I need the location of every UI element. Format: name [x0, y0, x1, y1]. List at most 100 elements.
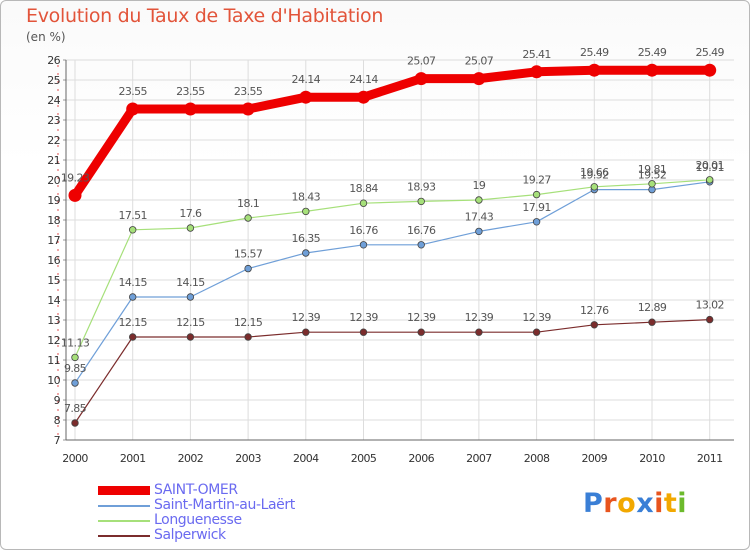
data-point-saint-martin-au-laert — [128, 293, 137, 301]
data-label-salperwick: 12.39 — [407, 311, 436, 324]
data-label-saint-martin-au-laert: 9.85 — [64, 362, 87, 375]
data-point-salperwick — [359, 328, 368, 336]
data-label-saint-omer: 25.49 — [638, 46, 667, 59]
data-point-longuenesse — [417, 197, 425, 206]
y-tick-label: 13 — [47, 314, 60, 327]
y-tick-label: 18 — [47, 214, 60, 227]
data-label-saint-martin-au-laert: 14.15 — [176, 276, 205, 289]
data-point-salperwick — [590, 321, 598, 329]
y-tick-label: 12 — [47, 334, 60, 347]
data-point-saint-omer — [299, 90, 313, 104]
legend-label-saint-omer: SAINT-OMER — [154, 482, 238, 498]
logo-letter: i — [677, 488, 688, 519]
logo-letter: i — [654, 488, 664, 519]
data-label-longuenesse: 19.81 — [638, 163, 667, 176]
y-tick-label: 8 — [54, 414, 61, 427]
data-label-salperwick: 12.15 — [234, 316, 263, 329]
data-label-salperwick: 12.15 — [176, 316, 205, 329]
data-label-saint-omer: 25.49 — [580, 46, 609, 59]
data-label-saint-martin-au-laert: 14.15 — [118, 276, 147, 289]
data-point-saint-omer — [241, 102, 255, 116]
data-label-longuenesse: 18.43 — [292, 190, 321, 203]
data-point-longuenesse — [359, 199, 368, 207]
x-axis-ticks: 2000 2001 2002 2003 2004 2005 2006 2007 2008 2009… — [62, 452, 723, 465]
y-tick-label: 17 — [47, 234, 60, 247]
data-label-saint-omer: 23.55 — [234, 85, 263, 98]
data-labels: 19.23 23.55 23.55 23.55 24.14 24.14 25.07 25.07… — [61, 46, 725, 415]
data-point-salperwick — [244, 333, 252, 341]
y-tick-label: 21 — [47, 154, 60, 167]
legend-swatch-saint-omer — [98, 486, 150, 495]
series-line-salperwick — [74, 319, 711, 424]
data-label-salperwick: 12.39 — [292, 311, 321, 324]
data-label-saint-martin-au-laert: 16.76 — [407, 224, 436, 237]
data-point-longuenesse — [706, 176, 714, 184]
data-point-saint-martin-au-laert — [532, 218, 541, 226]
legend-item-saint-omer: SAINT-OMER — [98, 482, 328, 498]
grid-lines — [66, 59, 734, 441]
data-label-longuenesse: 17.6 — [179, 207, 202, 220]
x-tick-label: 2004 — [293, 452, 319, 465]
data-label-saint-omer: 25.41 — [522, 48, 551, 61]
data-label-longuenesse: 19.66 — [580, 166, 609, 179]
logo-letter: o — [617, 488, 637, 519]
x-tick-label: 2000 — [62, 452, 88, 465]
data-point-saint-martin-au-laert — [417, 241, 425, 249]
y-axis-ticks: 7 8 9 10 11 12 13 14 15 16 17 18 19 20 21 22 23 24 25 26 — [47, 54, 61, 447]
y-tick-label: 11 — [47, 354, 60, 367]
x-tick-label: 2003 — [235, 452, 261, 465]
data-point-saint-martin-au-laert — [186, 293, 195, 301]
y-tick-label: 22 — [47, 134, 60, 147]
legend-swatch-saint-martin-au-laert — [98, 505, 150, 507]
series-line-saint-omer — [70, 65, 715, 200]
data-label-saint-omer: 23.55 — [118, 85, 147, 98]
y-tick-label: 16 — [47, 254, 60, 267]
x-tick-label: 2008 — [524, 452, 550, 465]
data-point-longuenesse — [71, 353, 79, 362]
data-point-salperwick — [532, 328, 541, 336]
data-point-saint-omer — [126, 102, 140, 116]
data-label-saint-martin-au-laert: 19.91 — [695, 161, 724, 174]
data-point-salperwick — [475, 328, 483, 336]
data-label-longuenesse: 19 — [472, 179, 485, 192]
legend-swatch-salperwick — [98, 535, 150, 537]
logo-letter: x — [636, 488, 655, 519]
data-point-saint-omer — [587, 63, 601, 77]
data-label-saint-martin-au-laert: 15.57 — [234, 248, 263, 261]
data-label-saint-martin-au-laert: 16.76 — [349, 224, 378, 237]
data-point-saint-omer — [530, 65, 544, 79]
data-point-saint-omer — [703, 63, 717, 77]
data-point-longuenesse — [128, 226, 137, 234]
data-label-saint-martin-au-laert: 16.35 — [292, 232, 321, 245]
data-label-salperwick: 12.89 — [638, 301, 667, 314]
data-label-saint-omer: 25.49 — [695, 46, 724, 59]
data-point-saint-omer — [68, 188, 82, 202]
data-label-saint-martin-au-laert: 19.52 — [638, 169, 667, 182]
legend-item-salperwick: Salperwick — [98, 527, 328, 543]
data-label-longuenesse: 18.93 — [407, 180, 436, 193]
data-point-saint-martin-au-laert — [475, 227, 483, 236]
logo-letter: r — [603, 488, 618, 519]
data-point-saint-omer — [357, 90, 370, 104]
data-point-saint-omer — [183, 102, 197, 116]
data-point-longuenesse — [302, 207, 310, 216]
data-point-salperwick — [417, 328, 425, 336]
data-point-salperwick — [186, 333, 195, 341]
data-label-salperwick: 12.39 — [522, 311, 551, 324]
data-label-salperwick: 12.39 — [349, 311, 378, 324]
y-tick-label: 25 — [47, 74, 60, 87]
y-tick-label: 7 — [54, 434, 61, 447]
legend-label-salperwick: Salperwick — [154, 527, 226, 543]
y-tick-label: 10 — [47, 374, 60, 387]
legend-swatch-longuenesse — [98, 520, 150, 522]
x-tick-label: 2002 — [178, 452, 204, 465]
data-point-saint-omer — [414, 72, 428, 86]
data-point-longuenesse — [475, 196, 483, 204]
data-point-saint-martin-au-laert — [359, 241, 368, 249]
data-point-longuenesse — [648, 180, 656, 188]
y-tick-label: 26 — [47, 54, 60, 67]
y-tick-label: 24 — [47, 94, 60, 107]
logo-letter: t — [663, 488, 678, 519]
data-label-saint-martin-au-laert: 19.52 — [580, 169, 609, 182]
